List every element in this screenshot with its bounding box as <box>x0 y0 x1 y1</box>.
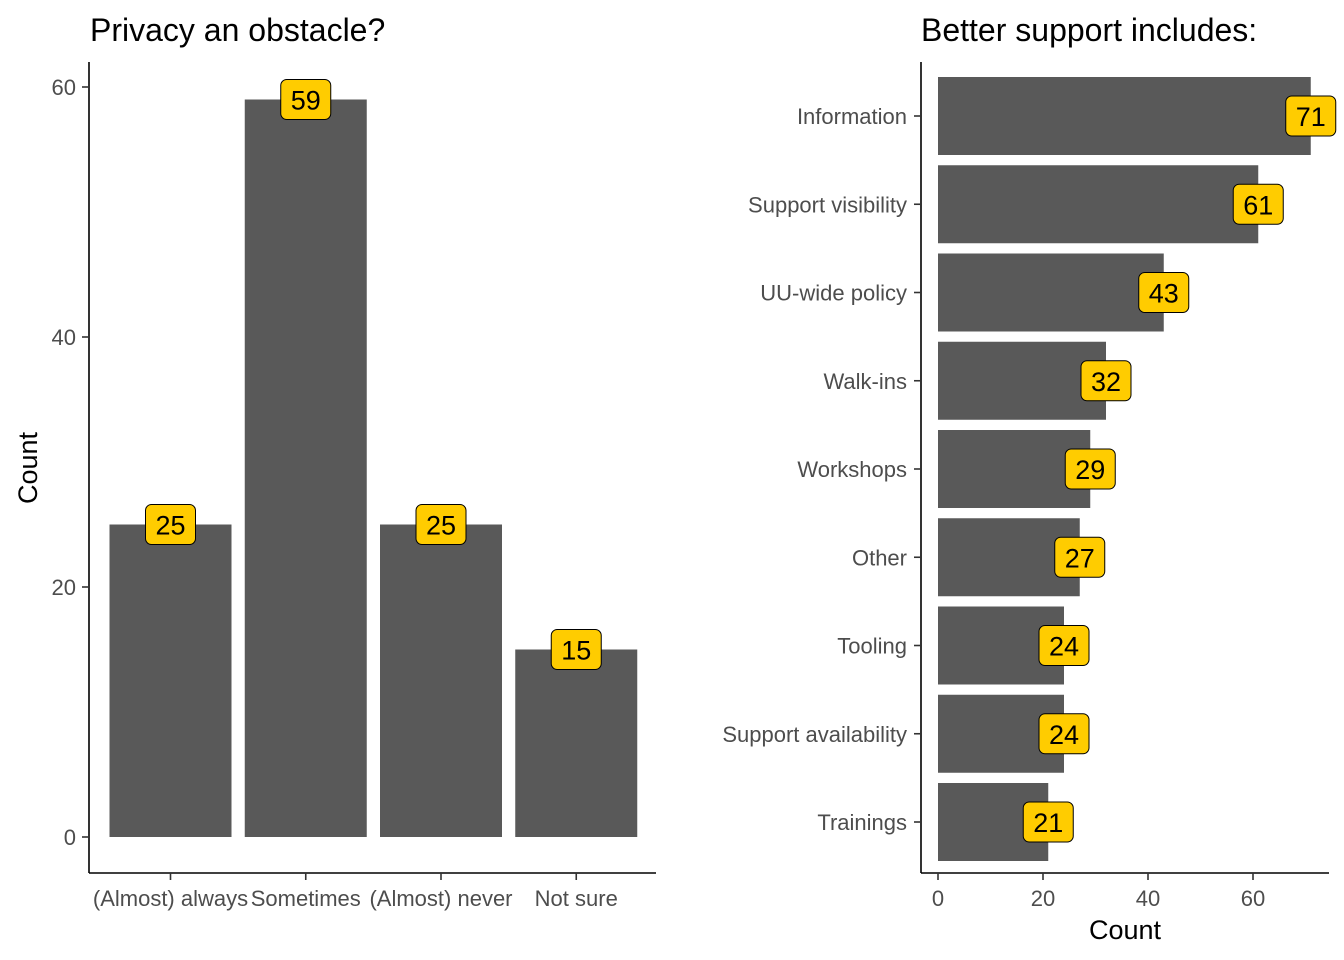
bar-value-label: 71 <box>1285 95 1337 137</box>
data-label-text: 61 <box>1243 190 1273 220</box>
data-label-box <box>1064 448 1116 490</box>
data-label-box <box>1038 713 1090 755</box>
y-tick-label: 20 <box>52 575 76 600</box>
bar <box>938 253 1164 332</box>
y-tick-label: 60 <box>52 75 76 100</box>
bar-value-label: 24 <box>1038 625 1090 666</box>
bar-value-label: 61 <box>1232 183 1284 225</box>
data-label-text: 32 <box>1091 367 1121 397</box>
bar <box>515 649 638 837</box>
x-tick-label: (Almost) always <box>93 886 248 911</box>
data-label-text: 59 <box>291 86 321 116</box>
data-label-text: 21 <box>1033 808 1063 838</box>
x-tick-label: 40 <box>1136 886 1160 911</box>
bar <box>938 77 1311 155</box>
bar-value-label: 21 <box>1022 801 1074 843</box>
data-label-box <box>280 79 332 120</box>
bar-value-label: 27 <box>1054 536 1106 578</box>
data-label-text: 24 <box>1049 632 1079 662</box>
x-tick-label: Sometimes <box>251 886 361 911</box>
right-x-axis-title: Count <box>1089 915 1162 945</box>
bar <box>380 524 502 837</box>
bar-value-label: 15 <box>550 629 602 670</box>
data-label-text: 24 <box>1049 720 1079 750</box>
bar <box>244 99 367 837</box>
bar-value-label: 32 <box>1080 360 1132 402</box>
data-label-text: 15 <box>561 636 591 666</box>
left-chart-panel: Privacy an obstacle? Count 0 20 40 60 25 59 2… <box>13 12 656 911</box>
data-label-box <box>145 504 196 545</box>
data-label-text: 71 <box>1296 102 1326 132</box>
y-tick-label: Information <box>797 104 907 129</box>
data-label-box <box>1080 360 1132 402</box>
y-tick-label: Tooling <box>837 634 907 659</box>
y-tick-label: Support visibility <box>748 192 907 217</box>
bar-value-label: 43 <box>1138 272 1190 313</box>
data-label-box <box>1038 625 1090 666</box>
x-tick-label: Not sure <box>535 886 618 911</box>
data-label-text: 25 <box>426 511 456 541</box>
y-tick-label: 0 <box>64 825 76 850</box>
data-label-box <box>1232 183 1284 225</box>
data-label-box <box>1285 95 1337 137</box>
bar-value-label: 25 <box>415 504 467 545</box>
right-chart-panel: Better support includes: Count Informati… <box>722 12 1337 945</box>
data-label-box <box>1022 801 1074 843</box>
bar-value-label: 29 <box>1064 448 1116 490</box>
data-label-text: 27 <box>1065 543 1095 573</box>
x-tick-label: 0 <box>932 886 944 911</box>
y-tick-label: Workshops <box>797 457 907 482</box>
y-tick-label: UU-wide policy <box>760 281 907 306</box>
x-tick-label: (Almost) never <box>369 886 512 911</box>
data-label-box <box>1138 272 1190 313</box>
x-tick-label: 60 <box>1241 886 1265 911</box>
data-label-text: 29 <box>1075 455 1105 485</box>
data-label-box <box>415 504 467 545</box>
bar <box>938 165 1259 244</box>
left-y-axis-title: Count <box>13 431 43 504</box>
bar-value-label: 59 <box>280 79 332 120</box>
data-label-text: 25 <box>155 511 185 541</box>
data-label-box <box>1054 536 1106 578</box>
y-tick-label: Support availability <box>722 722 907 747</box>
bar-value-label: 24 <box>1038 713 1090 755</box>
bar <box>938 341 1106 420</box>
y-tick-label: 40 <box>52 325 76 350</box>
right-chart-title: Better support includes: <box>921 12 1257 48</box>
y-tick-label: Other <box>852 545 907 570</box>
data-label-box <box>550 629 602 670</box>
bar-value-label: 25 <box>145 504 196 545</box>
data-label-text: 43 <box>1149 279 1179 309</box>
y-tick-label: Trainings <box>817 810 907 835</box>
bar <box>109 524 232 837</box>
y-tick-label: Walk-ins <box>823 369 907 394</box>
left-chart-title: Privacy an obstacle? <box>90 12 385 48</box>
x-tick-label: 20 <box>1031 886 1055 911</box>
